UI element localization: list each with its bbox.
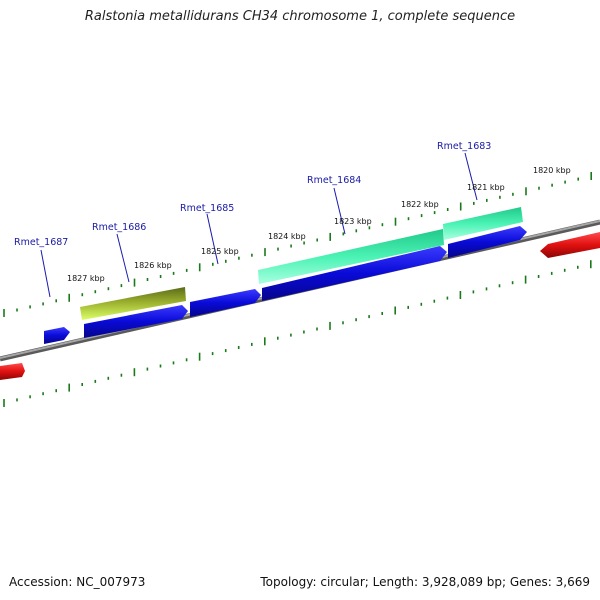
feature-red-left: [0, 363, 25, 380]
cds-rmet-1683: [448, 226, 527, 258]
leader-line-rmet-1683: [464, 152, 478, 201]
leader-line-rmet-1685: [206, 213, 219, 265]
tick-label-1827: 1827 kbp: [67, 274, 105, 283]
outer-scale-ticks: [3, 172, 593, 317]
tick-label-1821: 1821 kbp: [467, 183, 505, 192]
cds-rmet-1686: [84, 305, 188, 338]
gene-rmet-1683: [443, 207, 523, 240]
gene-label-rmet-1686: Rmet_1686: [92, 222, 146, 233]
tick-label-1824: 1824 kbp: [268, 232, 306, 241]
inner-scale-ticks: [3, 260, 592, 407]
tick-label-1822: 1822 kbp: [401, 200, 439, 209]
feature-red-right: [540, 232, 600, 258]
tick-label-1826: 1826 kbp: [134, 261, 172, 270]
cds-rmet-1687: [44, 327, 70, 344]
leader-line-rmet-1687: [40, 249, 51, 298]
gene-rmet-1684: [258, 229, 444, 284]
gene-rmet-1686: [80, 287, 186, 320]
genome-summary-text: Topology: circular; Length: 3,928,089 bp…: [260, 575, 590, 589]
gene-label-rmet-1685: Rmet_1685: [180, 203, 234, 214]
leader-line-rmet-1684: [333, 187, 346, 235]
map-title: Ralstonia metallidurans CH34 chromosome …: [84, 9, 516, 24]
leader-line-rmet-1686: [116, 233, 130, 283]
cds-rmet-1685: [190, 289, 261, 317]
gene-label-rmet-1687: Rmet_1687: [14, 237, 68, 248]
tick-label-1825: 1825 kbp: [201, 247, 239, 256]
accession-text: Accession: NC_007973: [9, 575, 146, 589]
gene-label-rmet-1684: Rmet_1684: [307, 175, 361, 186]
gene-label-rmet-1683: Rmet_1683: [437, 141, 491, 152]
cds-rmet-1684: [262, 246, 447, 301]
tick-label-1820: 1820 kbp: [533, 166, 571, 175]
tick-label-1823: 1823 kbp: [334, 217, 372, 226]
